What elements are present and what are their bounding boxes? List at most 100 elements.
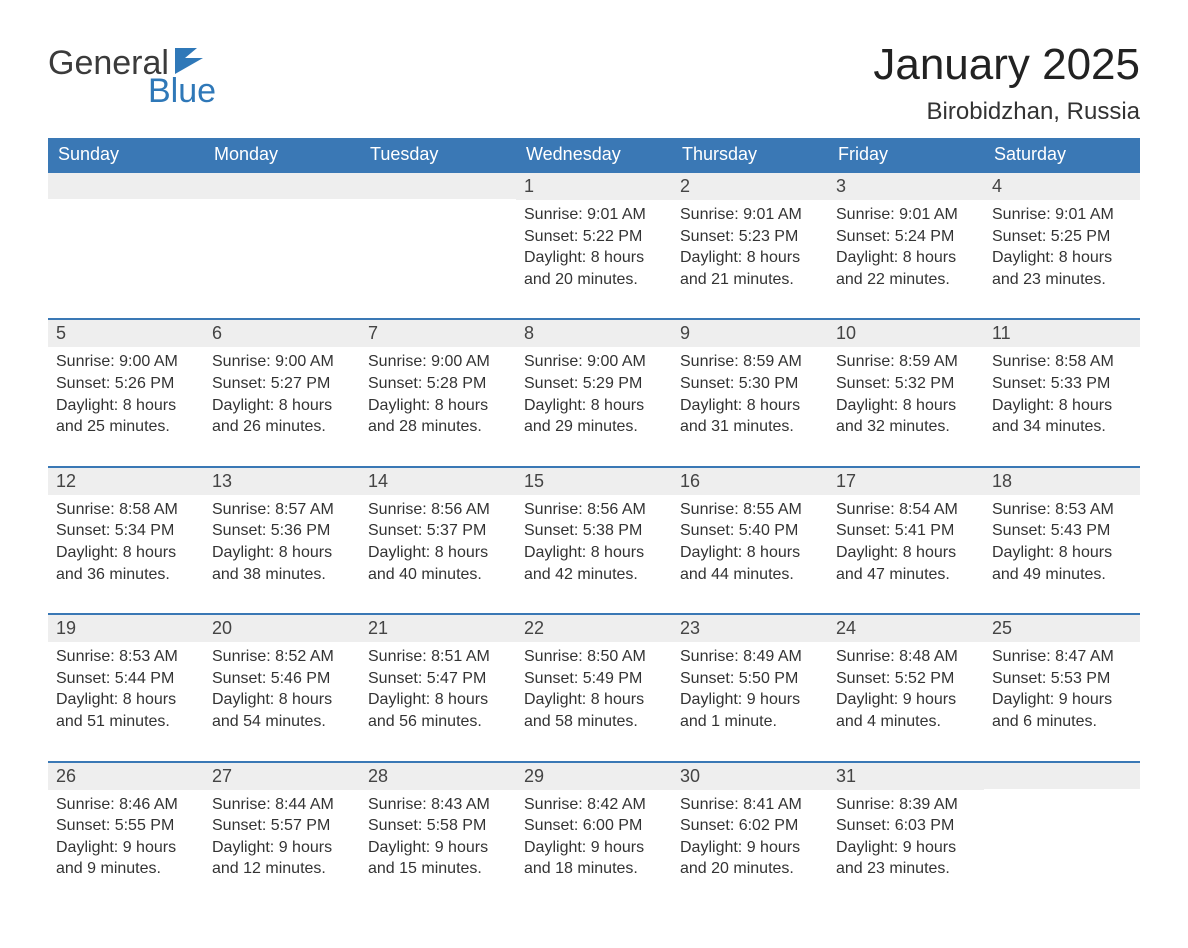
calendar-cell: 21Sunrise: 8:51 AMSunset: 5:47 PMDayligh…: [360, 614, 516, 761]
day-body: Sunrise: 8:50 AMSunset: 5:49 PMDaylight:…: [516, 642, 672, 760]
daylight-text: Daylight: 8 hours and 47 minutes.: [836, 542, 976, 585]
day-number: 8: [516, 320, 672, 347]
sunset-text: Sunset: 5:32 PM: [836, 373, 976, 395]
calendar-cell: 28Sunrise: 8:43 AMSunset: 5:58 PMDayligh…: [360, 762, 516, 908]
sunrise-text: Sunrise: 9:00 AM: [212, 351, 352, 373]
calendar-cell: 7Sunrise: 9:00 AMSunset: 5:28 PMDaylight…: [360, 319, 516, 466]
calendar-cell: 20Sunrise: 8:52 AMSunset: 5:46 PMDayligh…: [204, 614, 360, 761]
day-number: 4: [984, 173, 1140, 200]
sunrise-text: Sunrise: 8:48 AM: [836, 646, 976, 668]
day-body: Sunrise: 8:49 AMSunset: 5:50 PMDaylight:…: [672, 642, 828, 760]
sunrise-text: Sunrise: 8:46 AM: [56, 794, 196, 816]
calendar-header: Sunday Monday Tuesday Wednesday Thursday…: [48, 138, 1140, 172]
sunrise-text: Sunrise: 9:00 AM: [524, 351, 664, 373]
daylight-text: Daylight: 8 hours and 49 minutes.: [992, 542, 1132, 585]
daylight-text: Daylight: 9 hours and 15 minutes.: [368, 837, 508, 880]
calendar-body: 1Sunrise: 9:01 AMSunset: 5:22 PMDaylight…: [48, 172, 1140, 908]
col-header-saturday: Saturday: [984, 138, 1140, 172]
daylight-text: Daylight: 8 hours and 34 minutes.: [992, 395, 1132, 438]
daylight-text: Daylight: 8 hours and 38 minutes.: [212, 542, 352, 585]
sunset-text: Sunset: 5:25 PM: [992, 226, 1132, 248]
day-body: Sunrise: 8:55 AMSunset: 5:40 PMDaylight:…: [672, 495, 828, 613]
sunset-text: Sunset: 5:58 PM: [368, 815, 508, 837]
daylight-text: Daylight: 8 hours and 28 minutes.: [368, 395, 508, 438]
sunset-text: Sunset: 5:50 PM: [680, 668, 820, 690]
calendar-cell: [48, 172, 204, 319]
day-number: 15: [516, 468, 672, 495]
sunrise-text: Sunrise: 8:43 AM: [368, 794, 508, 816]
day-number: 28: [360, 763, 516, 790]
day-number: 21: [360, 615, 516, 642]
daylight-text: Daylight: 9 hours and 1 minute.: [680, 689, 820, 732]
calendar-cell: 25Sunrise: 8:47 AMSunset: 5:53 PMDayligh…: [984, 614, 1140, 761]
daylight-text: Daylight: 9 hours and 9 minutes.: [56, 837, 196, 880]
sunset-text: Sunset: 5:49 PM: [524, 668, 664, 690]
logo: General Blue: [48, 40, 216, 108]
day-number: 18: [984, 468, 1140, 495]
calendar-cell: 1Sunrise: 9:01 AMSunset: 5:22 PMDaylight…: [516, 172, 672, 319]
day-number: 7: [360, 320, 516, 347]
daylight-text: Daylight: 9 hours and 23 minutes.: [836, 837, 976, 880]
daylight-text: Daylight: 9 hours and 18 minutes.: [524, 837, 664, 880]
day-body: [360, 199, 516, 299]
day-body: Sunrise: 8:56 AMSunset: 5:38 PMDaylight:…: [516, 495, 672, 613]
sunset-text: Sunset: 5:52 PM: [836, 668, 976, 690]
sunset-text: Sunset: 6:00 PM: [524, 815, 664, 837]
sunrise-text: Sunrise: 8:58 AM: [56, 499, 196, 521]
day-body: Sunrise: 8:43 AMSunset: 5:58 PMDaylight:…: [360, 790, 516, 908]
daylight-text: Daylight: 9 hours and 20 minutes.: [680, 837, 820, 880]
daylight-text: Daylight: 9 hours and 6 minutes.: [992, 689, 1132, 732]
daylight-text: Daylight: 8 hours and 29 minutes.: [524, 395, 664, 438]
calendar-cell: 24Sunrise: 8:48 AMSunset: 5:52 PMDayligh…: [828, 614, 984, 761]
sunset-text: Sunset: 6:02 PM: [680, 815, 820, 837]
page-title: January 2025: [873, 40, 1140, 90]
sunrise-text: Sunrise: 8:41 AM: [680, 794, 820, 816]
sunrise-text: Sunrise: 8:39 AM: [836, 794, 976, 816]
day-number: 9: [672, 320, 828, 347]
calendar-cell: [984, 762, 1140, 908]
sunset-text: Sunset: 6:03 PM: [836, 815, 976, 837]
calendar-cell: 11Sunrise: 8:58 AMSunset: 5:33 PMDayligh…: [984, 319, 1140, 466]
sunset-text: Sunset: 5:34 PM: [56, 520, 196, 542]
day-number: 3: [828, 173, 984, 200]
calendar-cell: 5Sunrise: 9:00 AMSunset: 5:26 PMDaylight…: [48, 319, 204, 466]
calendar-cell: [360, 172, 516, 319]
title-block: January 2025 Birobidzhan, Russia: [873, 40, 1140, 126]
daylight-text: Daylight: 8 hours and 25 minutes.: [56, 395, 196, 438]
day-number: 26: [48, 763, 204, 790]
sunrise-text: Sunrise: 8:54 AM: [836, 499, 976, 521]
calendar-week: 19Sunrise: 8:53 AMSunset: 5:44 PMDayligh…: [48, 614, 1140, 761]
daylight-text: Daylight: 8 hours and 20 minutes.: [524, 247, 664, 290]
daylight-text: Daylight: 8 hours and 23 minutes.: [992, 247, 1132, 290]
daylight-text: Daylight: 9 hours and 4 minutes.: [836, 689, 976, 732]
daylight-text: Daylight: 8 hours and 54 minutes.: [212, 689, 352, 732]
daylight-text: Daylight: 8 hours and 51 minutes.: [56, 689, 196, 732]
day-number: 14: [360, 468, 516, 495]
day-number: 20: [204, 615, 360, 642]
daylight-text: Daylight: 8 hours and 32 minutes.: [836, 395, 976, 438]
day-number: 23: [672, 615, 828, 642]
sunset-text: Sunset: 5:23 PM: [680, 226, 820, 248]
sunrise-text: Sunrise: 8:50 AM: [524, 646, 664, 668]
day-body: Sunrise: 8:42 AMSunset: 6:00 PMDaylight:…: [516, 790, 672, 908]
day-body: Sunrise: 8:41 AMSunset: 6:02 PMDaylight:…: [672, 790, 828, 908]
day-number: 2: [672, 173, 828, 200]
sunrise-text: Sunrise: 8:53 AM: [56, 646, 196, 668]
calendar-cell: 13Sunrise: 8:57 AMSunset: 5:36 PMDayligh…: [204, 467, 360, 614]
calendar-cell: 27Sunrise: 8:44 AMSunset: 5:57 PMDayligh…: [204, 762, 360, 908]
day-body: Sunrise: 9:01 AMSunset: 5:24 PMDaylight:…: [828, 200, 984, 318]
day-body: Sunrise: 9:00 AMSunset: 5:27 PMDaylight:…: [204, 347, 360, 465]
sunset-text: Sunset: 5:40 PM: [680, 520, 820, 542]
day-body: Sunrise: 9:00 AMSunset: 5:29 PMDaylight:…: [516, 347, 672, 465]
day-body: Sunrise: 8:52 AMSunset: 5:46 PMDaylight:…: [204, 642, 360, 760]
daylight-text: Daylight: 8 hours and 40 minutes.: [368, 542, 508, 585]
location: Birobidzhan, Russia: [873, 98, 1140, 126]
daylight-text: Daylight: 8 hours and 26 minutes.: [212, 395, 352, 438]
sunrise-text: Sunrise: 8:59 AM: [836, 351, 976, 373]
day-number: 25: [984, 615, 1140, 642]
calendar-week: 5Sunrise: 9:00 AMSunset: 5:26 PMDaylight…: [48, 319, 1140, 466]
sunset-text: Sunset: 5:38 PM: [524, 520, 664, 542]
day-number: [48, 173, 204, 199]
day-body: Sunrise: 8:47 AMSunset: 5:53 PMDaylight:…: [984, 642, 1140, 760]
logo-text-bottom: Blue: [148, 74, 216, 108]
